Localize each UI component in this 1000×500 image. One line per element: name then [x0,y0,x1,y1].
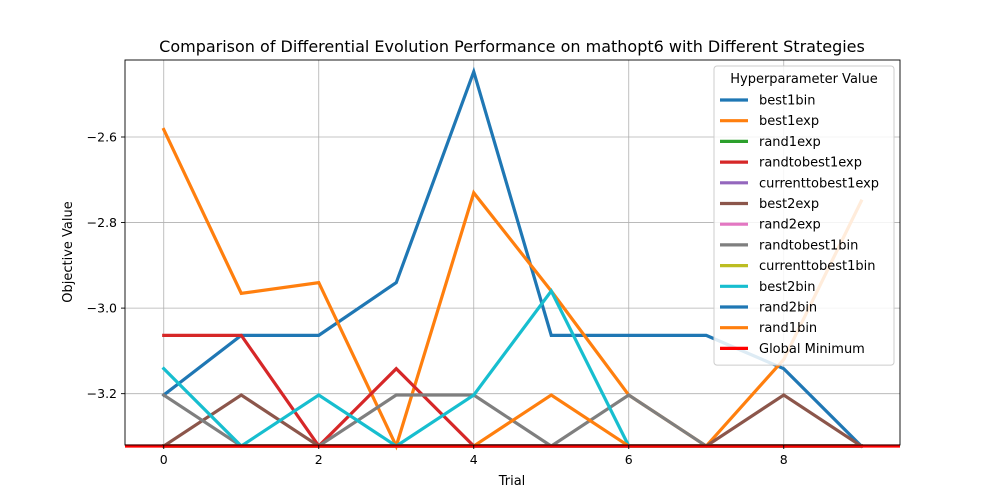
x-tick-label: 8 [780,452,788,467]
legend: Hyperparameter Value best1bin best1exp rand… [713,65,895,366]
chart-title: Comparison of Differential Evolution Per… [159,37,865,56]
legend-label: best2exp [759,197,819,212]
legend-title: Hyperparameter Value [730,72,878,87]
plot-frame [124,59,901,446]
legend-label: rand1bin [759,321,817,336]
legend-label: rand1exp [759,135,821,150]
y-tick-label: −3.2 [87,386,117,401]
legend-label: best1bin [759,94,816,109]
x-tick-label: 2 [315,452,323,467]
legend-label: rand2exp [759,218,821,233]
legend-label: best1exp [759,114,819,129]
series-layer [125,66,900,451]
axes-layer: 0 2 4 6 8 −3.2 −3.0 −2.8 −2.6 [87,59,901,467]
legend-label: randtobest1bin [759,238,858,253]
y-axis-label: Objective Value [61,201,76,302]
legend-label: best2bin [759,280,816,295]
x-axis-label: Trial [498,474,526,489]
legend-label: rand2bin [759,301,817,316]
legend-box [713,65,895,366]
series-line-best1exp [161,127,864,451]
y-tick-label: −2.8 [87,215,117,230]
legend-label: Global Minimum [759,342,865,357]
y-tick-label: −3.0 [87,301,117,316]
legend-label: currenttobest1bin [759,259,875,274]
legend-label: currenttobest1exp [759,176,879,191]
x-tick-label: 4 [470,452,478,467]
series-line-rand1bin [162,393,863,448]
y-tick-label: −2.6 [87,130,117,145]
x-tick-label: 0 [160,452,168,467]
legend-label: randtobest1exp [759,156,862,171]
x-tick-label: 6 [625,452,633,467]
